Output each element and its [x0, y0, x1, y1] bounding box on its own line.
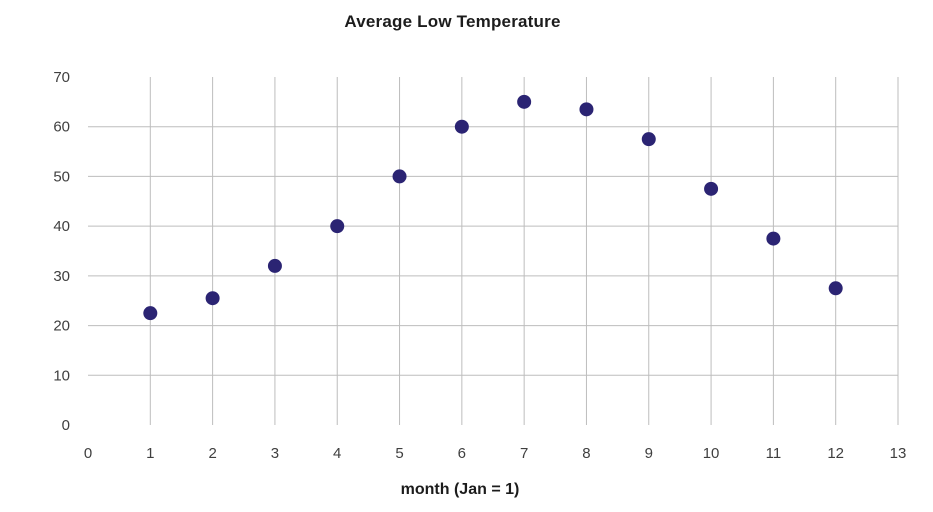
y-tick-label: 20 — [53, 318, 70, 335]
x-tick-label: 0 — [84, 445, 92, 462]
x-tick-label: 6 — [458, 445, 466, 462]
data-point — [143, 306, 158, 321]
x-axis-title: month (Jan = 1) — [400, 481, 520, 498]
y-tick-label: 10 — [53, 367, 70, 384]
y-tick-label: 60 — [53, 119, 70, 136]
data-point — [267, 258, 282, 273]
chart-title: Average Low Temperature — [344, 12, 561, 31]
data-point — [330, 219, 345, 234]
data-point — [766, 231, 781, 246]
y-tick-label: 70 — [53, 69, 70, 86]
x-tick-label: 12 — [827, 445, 844, 462]
y-tick-label: 40 — [53, 218, 70, 235]
y-tick-label: 50 — [53, 168, 70, 185]
x-tick-label: 10 — [703, 445, 720, 462]
y-tick-label: 0 — [62, 417, 70, 434]
x-tick-label: 9 — [645, 445, 653, 462]
data-point — [641, 132, 656, 147]
x-tick-label: 1 — [146, 445, 154, 462]
x-tick-label: 7 — [520, 445, 528, 462]
x-tick-label: 13 — [890, 445, 907, 462]
x-tick-label: 2 — [208, 445, 216, 462]
y-tick-label: 30 — [53, 268, 70, 285]
x-tick-label: 3 — [271, 445, 279, 462]
data-point — [579, 102, 594, 117]
x-tick-label: 8 — [582, 445, 590, 462]
x-tick-label: 11 — [766, 445, 782, 462]
data-point — [205, 291, 220, 306]
x-tick-label: 4 — [333, 445, 341, 462]
x-tick-label: 5 — [395, 445, 403, 462]
data-point — [704, 181, 719, 196]
data-point — [517, 94, 532, 109]
data-point — [454, 119, 469, 134]
data-point — [828, 281, 843, 296]
data-point — [392, 169, 407, 184]
